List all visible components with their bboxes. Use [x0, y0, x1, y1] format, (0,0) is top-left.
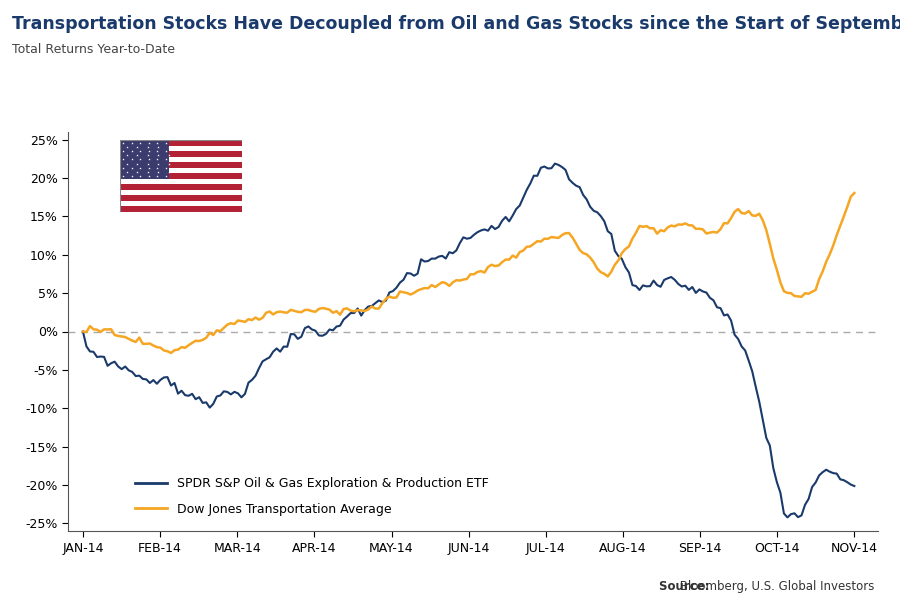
- Text: Total Returns Year-to-Date: Total Returns Year-to-Date: [12, 43, 175, 56]
- Legend: SPDR S&P Oil & Gas Exploration & Production ETF, Dow Jones Transportation Averag: SPDR S&P Oil & Gas Exploration & Product…: [130, 472, 493, 521]
- Text: Source:: Source:: [660, 580, 875, 593]
- Text: Transportation Stocks Have Decoupled from Oil and Gas Stocks since the Start of : Transportation Stocks Have Decoupled fro…: [12, 15, 900, 33]
- Text: Bloomberg, U.S. Global Investors: Bloomberg, U.S. Global Investors: [677, 580, 875, 593]
